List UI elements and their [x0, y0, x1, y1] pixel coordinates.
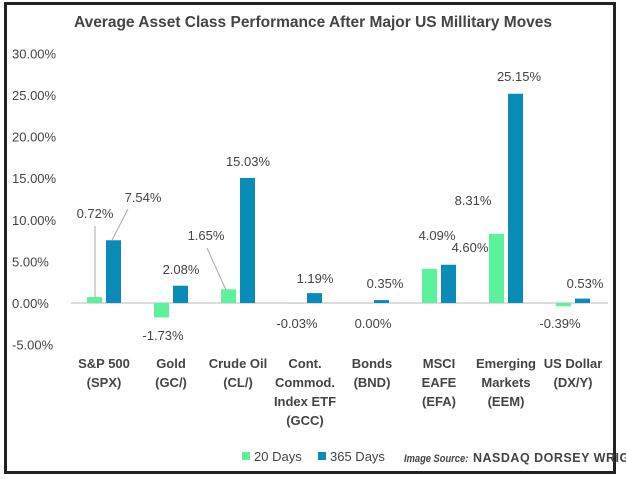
- bar-20-days: [489, 233, 504, 303]
- x-tick-label: (GC/): [155, 375, 187, 390]
- x-tick-label: Index ETF: [274, 394, 336, 409]
- x-tick-label: Crude Oil: [209, 356, 268, 371]
- legend-label: 365 Days: [330, 449, 385, 464]
- bar-365-days: [307, 293, 322, 303]
- chart-title: Average Asset Class Performance After Ma…: [74, 14, 552, 31]
- data-label: 2.08%: [163, 262, 200, 277]
- bar-365-days: [374, 300, 389, 303]
- bar-20-days: [422, 268, 437, 303]
- y-tick-label: 15.00%: [12, 171, 57, 186]
- x-tick-label: (BND): [354, 375, 391, 390]
- leader-line: [111, 208, 129, 241]
- bar-20-days: [154, 303, 169, 318]
- data-label: -1.73%: [142, 328, 184, 343]
- y-tick-label: 5.00%: [12, 254, 49, 269]
- data-label: 4.60%: [452, 240, 489, 255]
- x-tick-label: (EEM): [488, 394, 525, 409]
- bar-365-days: [106, 240, 121, 303]
- data-label: 0.53%: [567, 276, 604, 291]
- y-tick-label: -5.00%: [12, 338, 54, 353]
- x-tick-label: (CL/): [223, 375, 253, 390]
- legend: 20 Days 365 Days: [242, 449, 385, 464]
- x-tick-label: MSCI: [423, 356, 456, 371]
- data-label: 4.09%: [419, 228, 456, 243]
- legend-label: 20 Days: [254, 449, 302, 464]
- y-tick-label: 0.00%: [12, 296, 49, 311]
- x-tick-label: (DX/Y): [554, 375, 593, 390]
- bar-365-days: [508, 93, 523, 303]
- data-label: 7.54%: [125, 190, 162, 205]
- bar-20-days: [221, 289, 236, 303]
- data-label: -0.03%: [276, 316, 318, 331]
- x-tick-label: Bonds: [352, 356, 392, 371]
- bar-365-days: [575, 298, 590, 303]
- source-prefix: Image Source:: [404, 453, 468, 465]
- legend-swatch: [242, 452, 250, 460]
- y-tick-label: 30.00%: [12, 46, 57, 61]
- y-tick-label: 25.00%: [12, 88, 57, 103]
- x-tick-label: Commod.: [275, 375, 335, 390]
- data-label: 0.00%: [355, 316, 392, 331]
- data-label: 15.03%: [226, 154, 271, 169]
- x-tick-label: Markets: [481, 375, 530, 390]
- data-label: -0.39%: [539, 316, 581, 331]
- data-label: 0.72%: [77, 206, 114, 221]
- x-tick-label: Cont.: [288, 356, 321, 371]
- source-name: NASDAQ DORSEY WRIGHT: [473, 451, 626, 465]
- bar-20-days: [87, 297, 102, 303]
- x-tick-label: (EFA): [422, 394, 456, 409]
- x-tick-label: (SPX): [87, 375, 122, 390]
- y-tick-label: 20.00%: [12, 130, 57, 145]
- data-label: 1.65%: [188, 228, 225, 243]
- leader-line: [206, 247, 227, 291]
- data-label: 1.19%: [297, 271, 334, 286]
- x-tick-label: US Dollar: [544, 356, 603, 371]
- bar-20-days: [556, 303, 571, 307]
- x-tick-label: EAFE: [422, 375, 457, 390]
- bar-365-days: [441, 264, 456, 303]
- x-tick-label: Gold: [156, 356, 186, 371]
- x-tick-label: (GCC): [286, 413, 324, 428]
- x-tick-label: Emerging: [476, 356, 536, 371]
- legend-swatch: [318, 452, 326, 460]
- bar-365-days: [173, 285, 188, 303]
- x-tick-label: S&P 500: [78, 356, 130, 371]
- bar-365-days: [240, 177, 255, 303]
- data-label: 25.15%: [497, 69, 542, 84]
- data-label: 8.31%: [455, 193, 492, 208]
- data-label: 0.35%: [367, 276, 404, 291]
- y-tick-label: 10.00%: [12, 213, 57, 228]
